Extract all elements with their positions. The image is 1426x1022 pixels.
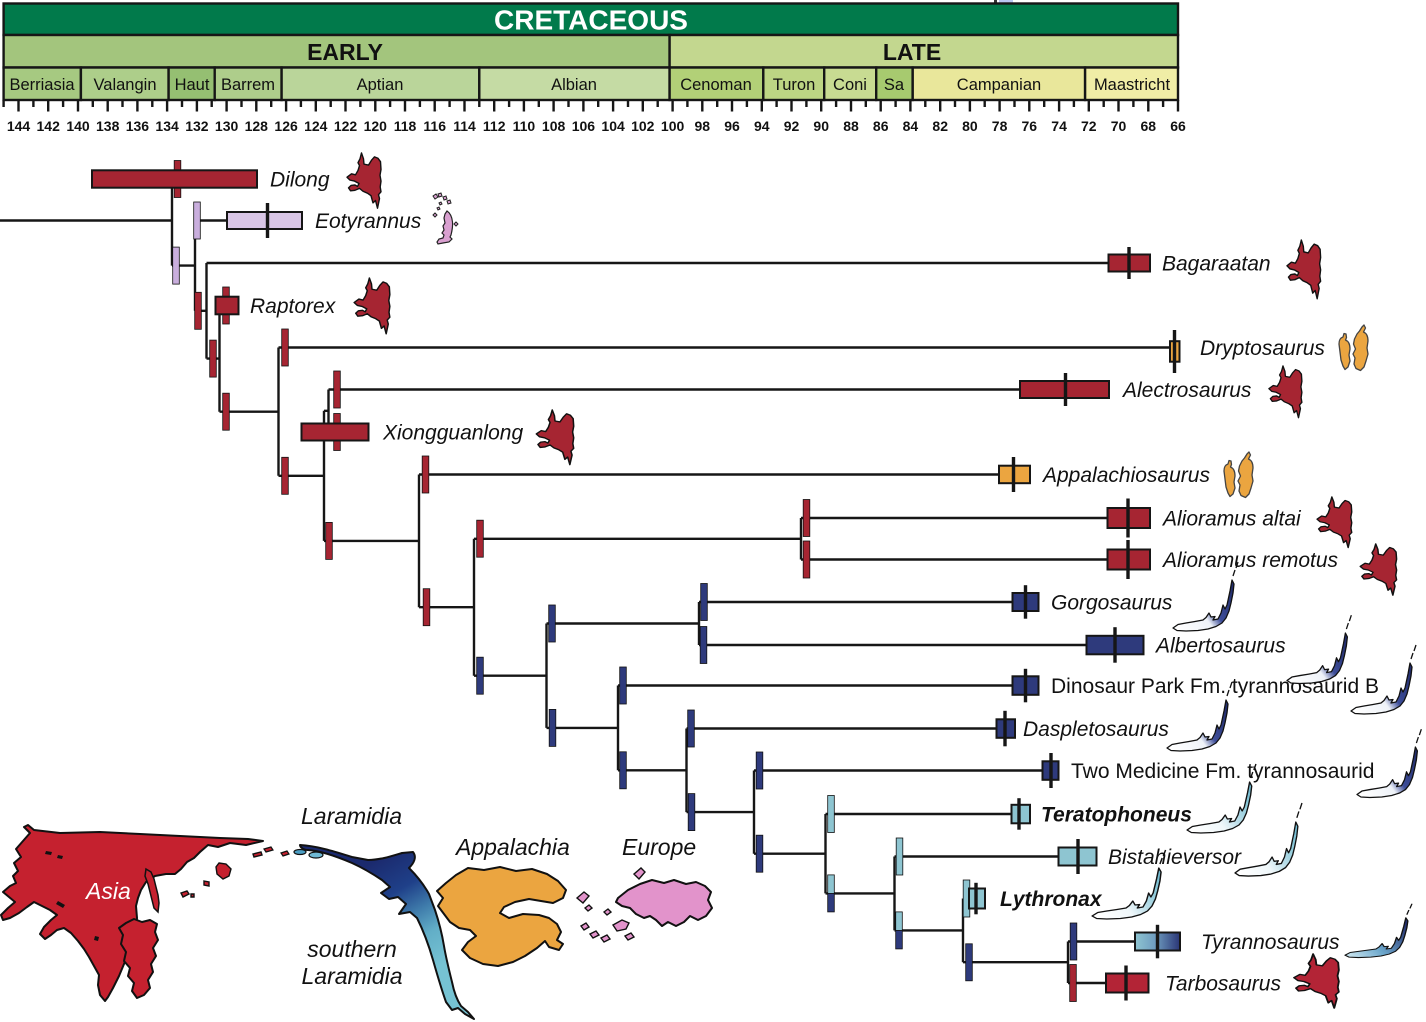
- svg-text:Coni: Coni: [833, 76, 867, 94]
- svg-text:98: 98: [695, 118, 711, 134]
- svg-text:118: 118: [394, 118, 417, 134]
- svg-text:66: 66: [1170, 118, 1186, 134]
- svg-text:96: 96: [724, 118, 740, 134]
- svg-text:102: 102: [631, 118, 655, 134]
- svg-text:112: 112: [483, 118, 506, 134]
- svg-text:Asia: Asia: [84, 878, 131, 904]
- svg-text:Daspletosaurus: Daspletosaurus: [1023, 718, 1169, 741]
- svg-text:Alioramus altai: Alioramus altai: [1161, 508, 1302, 531]
- svg-text:80: 80: [962, 118, 978, 134]
- svg-text:104: 104: [601, 118, 625, 134]
- svg-text:Cenoman: Cenoman: [680, 76, 752, 94]
- svg-text:108: 108: [542, 118, 566, 134]
- svg-text:Albian: Albian: [551, 76, 597, 94]
- svg-text:72: 72: [1081, 118, 1097, 134]
- svg-text:Tarbosaurus: Tarbosaurus: [1165, 973, 1281, 996]
- svg-text:Alioramus remotus: Alioramus remotus: [1161, 549, 1339, 572]
- svg-text:Raptorex: Raptorex: [250, 295, 337, 318]
- svg-text:Lythronax: Lythronax: [1000, 888, 1103, 911]
- svg-text:Maastricht: Maastricht: [1094, 76, 1171, 94]
- svg-text:130: 130: [215, 118, 239, 134]
- svg-text:124: 124: [304, 118, 328, 134]
- svg-text:84: 84: [903, 118, 919, 134]
- svg-text:Bistahieversor: Bistahieversor: [1108, 846, 1242, 869]
- svg-text:Appalachiosaurus: Appalachiosaurus: [1041, 464, 1210, 487]
- svg-text:74: 74: [1051, 118, 1067, 134]
- svg-text:Europe: Europe: [622, 834, 696, 860]
- svg-text:76: 76: [1022, 118, 1038, 134]
- svg-text:140: 140: [66, 118, 90, 134]
- svg-text:Bagaraatan: Bagaraatan: [1162, 253, 1271, 276]
- svg-text:Campanian: Campanian: [957, 76, 1041, 94]
- svg-text:78: 78: [992, 118, 1008, 134]
- svg-text:86: 86: [873, 118, 889, 134]
- svg-text:Two Medicine Fm. tyrannosaurid: Two Medicine Fm. tyrannosaurid: [1071, 760, 1374, 783]
- svg-text:94: 94: [754, 118, 770, 134]
- svg-text:68: 68: [1141, 118, 1157, 134]
- svg-text:116: 116: [423, 118, 446, 134]
- svg-text:Laramidia: Laramidia: [301, 803, 402, 829]
- svg-text:Turon: Turon: [773, 76, 816, 94]
- svg-text:Dryptosaurus: Dryptosaurus: [1200, 337, 1325, 360]
- svg-text:128: 128: [245, 118, 269, 134]
- svg-text:CRETACEOUS: CRETACEOUS: [494, 5, 688, 36]
- svg-text:Laramidia: Laramidia: [302, 963, 403, 989]
- svg-text:Tyrannosaurus: Tyrannosaurus: [1201, 931, 1340, 954]
- svg-text:Gorgosaurus: Gorgosaurus: [1051, 592, 1173, 615]
- svg-text:Valangin: Valangin: [94, 76, 157, 94]
- svg-text:Haut: Haut: [175, 76, 210, 94]
- svg-text:106: 106: [572, 118, 596, 134]
- svg-text:92: 92: [784, 118, 800, 134]
- svg-text:126: 126: [274, 118, 298, 134]
- svg-text:Aptian: Aptian: [357, 76, 404, 94]
- svg-text:120: 120: [364, 118, 388, 134]
- svg-text:122: 122: [334, 118, 358, 134]
- svg-text:110: 110: [513, 118, 536, 134]
- svg-text:Eotyrannus: Eotyrannus: [315, 210, 422, 233]
- svg-text:82: 82: [932, 118, 948, 134]
- svg-text:LATE: LATE: [883, 39, 941, 65]
- svg-text:Barrem: Barrem: [221, 76, 275, 94]
- svg-text:Teratophoneus: Teratophoneus: [1041, 804, 1192, 827]
- svg-text:144: 144: [7, 118, 31, 134]
- svg-text:138: 138: [96, 118, 120, 134]
- svg-text:EARLY: EARLY: [307, 39, 383, 65]
- svg-text:Alectrosaurus: Alectrosaurus: [1121, 379, 1252, 402]
- svg-text:136: 136: [126, 118, 150, 134]
- svg-text:114: 114: [453, 118, 476, 134]
- svg-text:Sa: Sa: [884, 76, 905, 94]
- svg-text:100: 100: [661, 118, 685, 134]
- svg-text:Xiongguanlong: Xiongguanlong: [382, 422, 523, 445]
- svg-text:142: 142: [37, 118, 61, 134]
- svg-text:70: 70: [1111, 118, 1127, 134]
- svg-text:132: 132: [185, 118, 209, 134]
- svg-text:Dilong: Dilong: [270, 169, 330, 192]
- svg-text:southern: southern: [307, 936, 397, 962]
- svg-text:Appalachia: Appalachia: [454, 834, 570, 860]
- svg-text:134: 134: [155, 118, 179, 134]
- svg-text:90: 90: [813, 118, 829, 134]
- svg-text:88: 88: [843, 118, 859, 134]
- svg-text:Albertosaurus: Albertosaurus: [1154, 635, 1286, 658]
- svg-text:Berriasia: Berriasia: [9, 76, 75, 94]
